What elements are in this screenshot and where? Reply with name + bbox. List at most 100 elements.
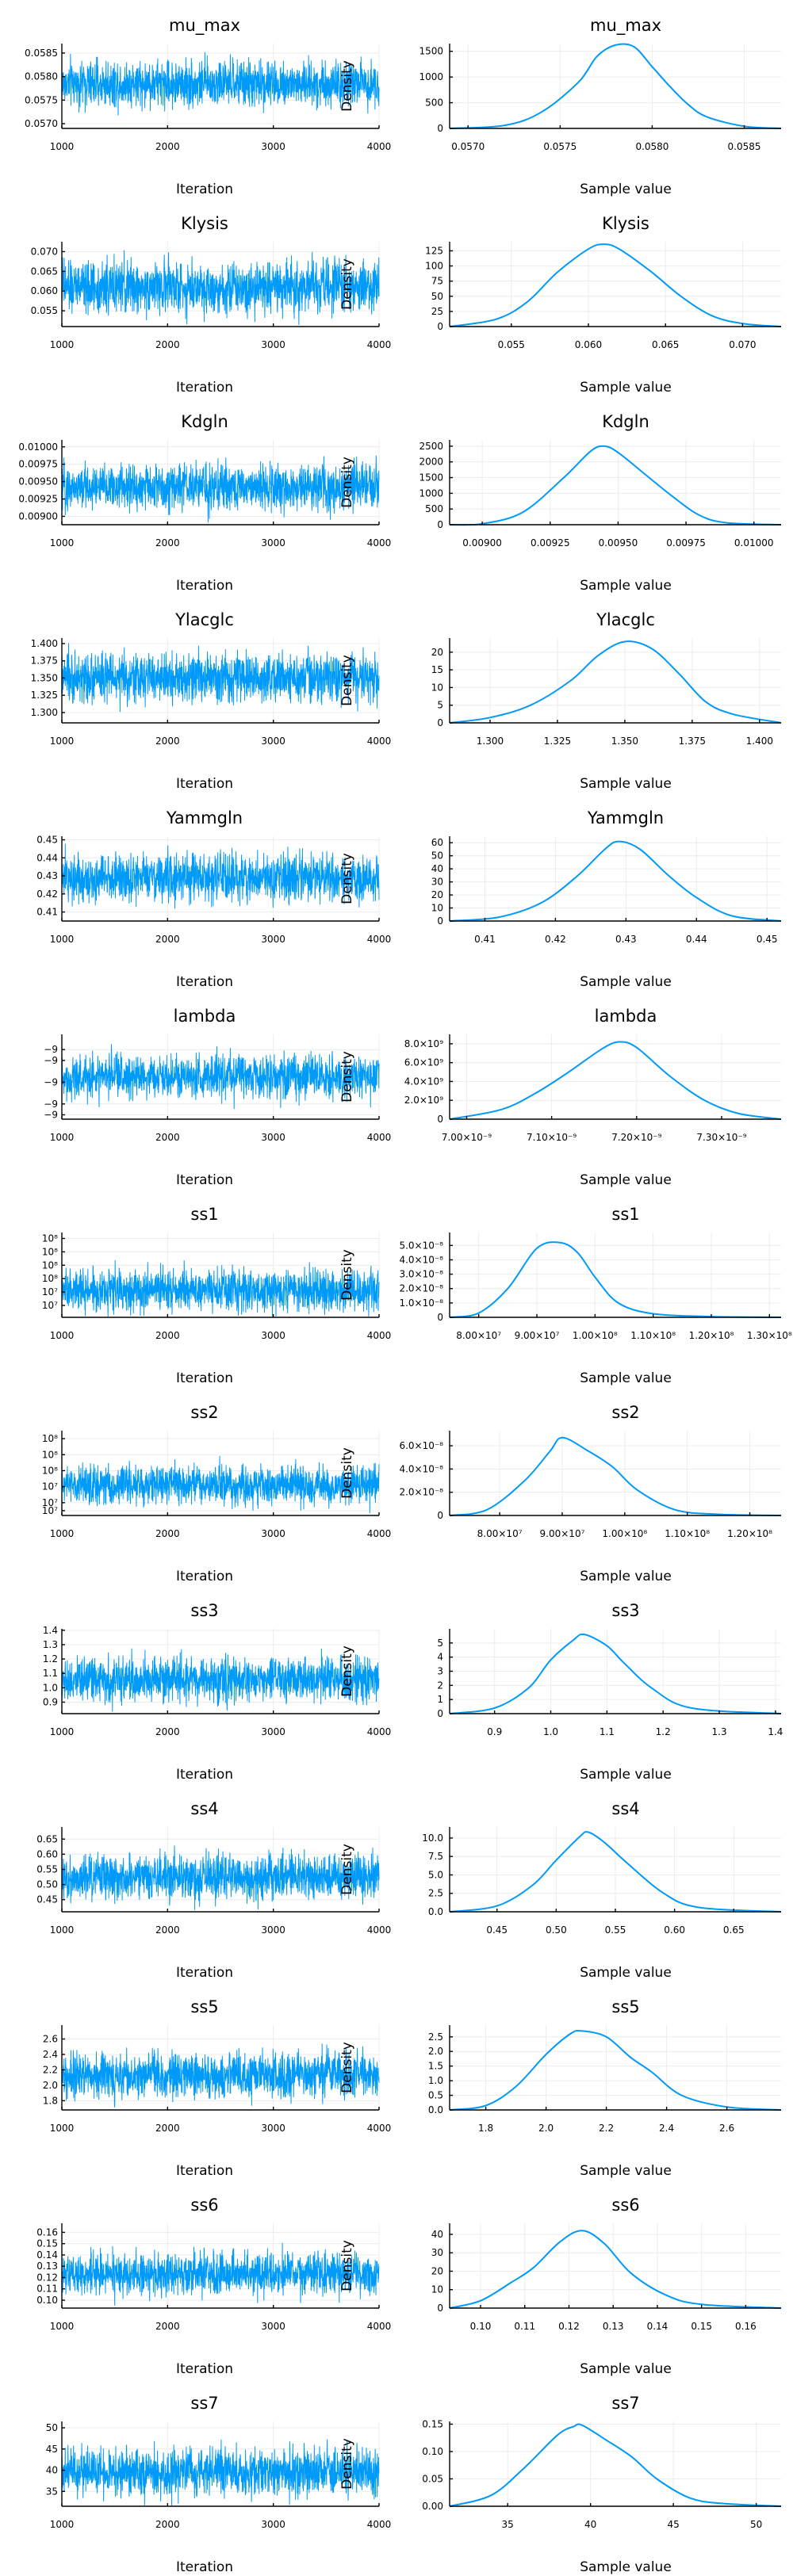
trace-x-tick-label: 3000: [261, 537, 285, 548]
trace-x-tick-label: 4000: [367, 736, 392, 747]
density-x-tick-label: 0.45: [757, 934, 778, 945]
trace-series: [61, 52, 380, 116]
density-x-label: Sample value: [580, 1172, 672, 1188]
density-x-tick-label: 0.0580: [635, 141, 668, 152]
trace-x-tick-label: 4000: [367, 1528, 392, 1539]
trace-x-tick-label: 1000: [50, 1330, 75, 1341]
density-x-tick-label: 1.0: [543, 1726, 558, 1737]
density-x-tick-label: 1.1: [600, 1726, 615, 1737]
density-series: [449, 243, 782, 327]
trace-x-label: Iteration: [176, 182, 233, 197]
density-series: [449, 1241, 782, 1318]
density-y-tick-label: 3: [437, 1666, 443, 1677]
density-y-tick-label: 3.0×10⁻⁸: [399, 1269, 443, 1280]
density-x-label: Sample value: [580, 776, 672, 792]
trace-x-tick-label: 4000: [367, 1726, 392, 1737]
trace-y-tick-label: 0.00900: [18, 510, 58, 522]
trace-y-tick-label: 0.10: [36, 2295, 58, 2306]
density-x-tick-label: 0.12: [558, 2321, 580, 2332]
trace-y-tick-label: 1.375: [31, 655, 58, 667]
trace-y-tick-label: 10⁷: [42, 1300, 58, 1311]
density-title: ss6: [611, 2196, 639, 2215]
density-y-tick-label: 100: [425, 261, 443, 272]
trace-y-tick-label: 0.00950: [18, 476, 58, 487]
density-x-tick-label: 0.11: [514, 2321, 535, 2332]
density-x-tick-label: 1.400: [746, 736, 773, 747]
trace-title: Klysis: [181, 214, 228, 233]
density-x-tick-label: 0.45: [486, 1924, 508, 1936]
density-y-tick-label: 4.0×10⁻⁸: [399, 1463, 443, 1474]
density-y-label: Density: [339, 2042, 355, 2093]
density-x-tick-label: 0.00900: [462, 537, 502, 548]
panel-ss1: ss1 ss1 1000 2000 3000 4000 10⁸ 10⁸ 10⁸ 10⁸ 10⁷ 10⁷…: [42, 1205, 792, 1386]
panel-Ylacglc: Ylacglc Ylacglc 1000 2000 3000 4000 1.400 1.375…: [31, 610, 782, 792]
trace-y-tick-label: 0.13: [36, 2261, 58, 2272]
density-x-tick-label: 0.00975: [666, 537, 706, 548]
trace-y-tick-label: 1.2: [43, 1653, 58, 1664]
density-y-tick-label: 0: [437, 1708, 443, 1719]
density-y-tick-label: 0.10: [422, 2446, 443, 2457]
density-x-tick-label: 2.4: [659, 2123, 674, 2134]
density-y-tick-label: 5.0×10⁻⁸: [399, 1240, 443, 1251]
density-x-label: Sample value: [580, 1569, 672, 1584]
trace-x-tick-label: 3000: [261, 1726, 285, 1737]
density-y-tick-label: 2.5: [428, 2031, 443, 2043]
trace-x-tick-label: 2000: [155, 2123, 180, 2134]
trace-x-label: Iteration: [176, 2163, 233, 2179]
density-y-tick-label: 0.5: [428, 2090, 443, 2101]
density-y-tick-label: 0: [437, 915, 443, 927]
density-x-tick-label: 0.13: [603, 2321, 624, 2332]
trace-title: ss2: [190, 1403, 218, 1422]
density-y-tick-label: 0: [437, 123, 443, 134]
trace-series: [61, 250, 380, 326]
trace-x-tick-label: 3000: [261, 2321, 285, 2332]
trace-y-tick-label: 0.15: [36, 2238, 58, 2249]
trace-y-tick-label: 0.60: [36, 1848, 58, 1859]
density-y-tick-label: 20: [431, 647, 443, 658]
density-x-tick-label: 1.375: [679, 736, 706, 747]
trace-y-tick-label: 1.4: [43, 1625, 58, 1636]
trace-y-tick-label: 1.1: [43, 1668, 58, 1679]
panel-ss7: ss7 ss7 1000 2000 3000 4000 50 45 40 35 Iteration 3…: [46, 2394, 782, 2575]
trace-y-tick-label: 0.070: [31, 246, 58, 257]
trace-x-tick-label: 2000: [155, 2519, 180, 2530]
density-y-tick-label: 50: [431, 850, 443, 862]
trace-x-tick-label: 3000: [261, 141, 285, 152]
trace-x-tick-label: 4000: [367, 1330, 392, 1341]
trace-series: [61, 1044, 380, 1110]
density-y-tick-label: 0: [437, 1510, 443, 1521]
density-x-tick-label: 0.065: [652, 339, 679, 350]
density-x-tick-label: 0.9: [487, 1726, 502, 1737]
density-x-tick-label: 7.00×10⁻⁹: [442, 1132, 492, 1143]
trace-x-tick-label: 2000: [155, 339, 180, 350]
density-x-tick-label: 8.00×10⁷: [477, 1528, 523, 1539]
density-series: [449, 1041, 782, 1120]
density-y-label: Density: [339, 655, 355, 706]
trace-x-tick-label: 1000: [50, 736, 75, 747]
density-y-label: Density: [339, 1844, 355, 1895]
trace-series: [61, 1455, 380, 1514]
density-title: ss5: [611, 1997, 639, 2016]
trace-y-tick-label: 0.43: [36, 870, 58, 881]
density-title: ss7: [611, 2394, 639, 2413]
trace-title: ss5: [190, 1997, 218, 2016]
density-x-tick-label: 40: [584, 2519, 596, 2530]
density-y-tick-label: 30: [431, 2247, 443, 2258]
density-y-label: Density: [339, 1051, 355, 1103]
density-x-tick-label: 0.60: [664, 1924, 685, 1936]
density-x-tick-label: 7.30×10⁻⁹: [696, 1132, 746, 1143]
density-x-label: Sample value: [580, 182, 672, 197]
trace-x-tick-label: 3000: [261, 736, 285, 747]
trace-y-tick-label: 0.14: [36, 2249, 58, 2261]
density-x-tick-label: 1.350: [611, 736, 638, 747]
density-x-tick-label: 0.0570: [451, 141, 485, 152]
trace-series: [61, 843, 380, 909]
density-x-tick-label: 1.325: [544, 736, 571, 747]
density-y-tick-label: 10.0: [422, 1833, 443, 1844]
trace-y-tick-label: 0.055: [31, 305, 58, 316]
density-series: [449, 840, 782, 922]
trace-y-tick-label: 0.0575: [25, 94, 58, 105]
trace-y-tick-label: 0.41: [36, 907, 58, 918]
trace-x-label: Iteration: [176, 1569, 233, 1584]
density-y-tick-label: 5: [437, 1638, 443, 1649]
